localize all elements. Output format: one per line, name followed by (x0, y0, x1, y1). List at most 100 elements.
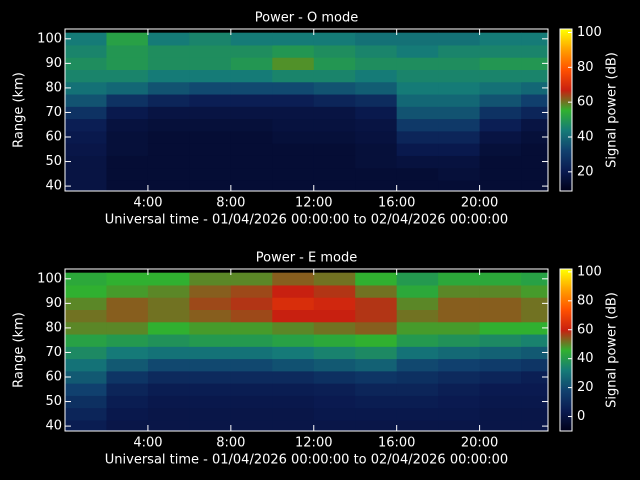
colorbar-segment (560, 131, 572, 134)
colorbar-segment (560, 425, 572, 428)
heat-cell (147, 167, 190, 181)
colorbar-segment (560, 91, 572, 94)
colorbar-segment (560, 311, 572, 314)
colorbar-segment (560, 185, 572, 188)
colorbar-segment (560, 127, 572, 130)
heat-cell (355, 383, 398, 396)
heat-cell (396, 81, 439, 95)
heat-cell (313, 395, 356, 409)
heat-cell (106, 155, 149, 169)
heat-cell (65, 309, 107, 323)
colorbar-segment (560, 123, 572, 126)
colorbar-segment (560, 183, 572, 186)
colorbar-segment (560, 397, 572, 400)
heat-cell (355, 272, 398, 286)
colorbar-segment (560, 339, 572, 342)
heat-cell (189, 106, 232, 120)
heat-cell (230, 106, 273, 120)
heat-cell (65, 395, 107, 409)
colorbar-segment (560, 295, 572, 298)
heat-cell (438, 370, 481, 384)
colorbar-segment (560, 323, 572, 326)
colorbar-segment (560, 155, 572, 158)
heat-cell (147, 106, 190, 120)
heat-cell (65, 57, 107, 70)
colorbar-segment (560, 291, 572, 294)
colorbar-tick-label: 100 (577, 264, 602, 279)
heat-cell (230, 179, 273, 191)
heat-cell (106, 272, 149, 286)
plot-area (65, 32, 548, 191)
heat-cell (313, 69, 356, 83)
heat-cell (438, 272, 481, 286)
heat-cell (272, 130, 315, 144)
colorbar-segment (560, 293, 572, 296)
colorbar-tick-label: 80 (577, 60, 594, 75)
colorbar-segment (560, 115, 572, 118)
heat-cell (396, 272, 439, 286)
colorbar-segment (560, 285, 572, 288)
colorbar-tick-label: 40 (577, 130, 594, 145)
colorbar-segment (560, 379, 572, 382)
colorbar-segment (560, 325, 572, 328)
heat-cell (479, 370, 522, 384)
heat-cell (521, 334, 548, 347)
heat-cell (521, 358, 548, 372)
heat-cell (313, 44, 356, 58)
heat-cell (438, 419, 481, 431)
colorbar-segment (560, 273, 572, 276)
heat-cell (355, 358, 398, 372)
heat-cell (396, 94, 439, 107)
heat-cell (438, 118, 481, 132)
colorbar-segment (560, 321, 572, 324)
y-tick-label: 40 (45, 179, 62, 194)
colorbar-segment (560, 171, 572, 174)
colorbar-label: Signal power (dB) (605, 52, 620, 168)
heat-cell (189, 155, 232, 169)
colorbar-segment (560, 371, 572, 374)
heat-cell (230, 383, 273, 396)
y-axis-label: Range (km) (12, 72, 27, 148)
heat-cell (189, 44, 232, 58)
colorbar-segment (560, 177, 572, 180)
colorbar-segment (560, 345, 572, 348)
heat-cell (65, 321, 107, 335)
colorbar-segment (560, 85, 572, 88)
heat-cell (147, 69, 190, 83)
heat-cell (396, 179, 439, 191)
heat-cell (438, 309, 481, 323)
heat-cell (65, 155, 107, 169)
heat-cell (272, 179, 315, 191)
heat-cell (396, 346, 439, 360)
heat-cell (355, 321, 398, 335)
colorbar-segment (560, 269, 572, 272)
colorbar-segment (560, 31, 572, 34)
heat-cell (106, 407, 149, 421)
heat-cell (438, 32, 481, 46)
heat-cell (147, 32, 190, 46)
colorbar-segment (560, 385, 572, 388)
x-axis-label: Universal time - 01/04/2026 00:00:00 to … (105, 453, 508, 468)
heat-cell (521, 44, 548, 58)
colorbar-segment (560, 309, 572, 312)
colorbar-segment (560, 43, 572, 46)
colorbar-segment (560, 121, 572, 124)
colorbar-segment (560, 331, 572, 334)
heat-cell (230, 155, 273, 169)
colorbar-segment (560, 111, 572, 114)
x-axis-label: Universal time - 01/04/2026 00:00:00 to … (105, 213, 508, 228)
heat-cell (147, 370, 190, 384)
heat-cell (106, 334, 149, 347)
colorbar-segment (560, 407, 572, 410)
heat-cell (189, 94, 232, 107)
heat-cell (230, 44, 273, 58)
heat-cell (396, 321, 439, 335)
heat-cell (479, 395, 522, 409)
colorbar-segment (560, 381, 572, 384)
colorbar-segment (560, 135, 572, 138)
heat-cell (230, 130, 273, 144)
heat-cell (313, 284, 356, 298)
heat-cell (272, 383, 315, 396)
colorbar-segment (560, 147, 572, 150)
heat-cell (438, 395, 481, 409)
